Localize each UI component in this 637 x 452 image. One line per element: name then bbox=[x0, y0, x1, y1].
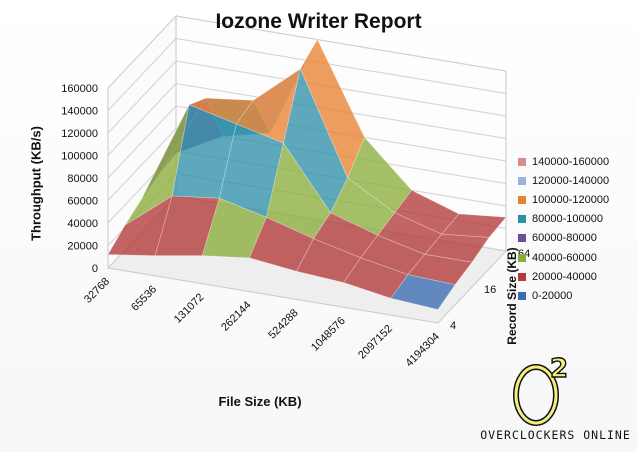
y-gridline bbox=[107, 127, 507, 201]
x-tick-label: 2097152 bbox=[356, 323, 395, 362]
chart-legend: 140000-160000 120000-140000 100000-120000 8… bbox=[518, 152, 609, 306]
y-axis-label: Throughput (KB/s) bbox=[28, 126, 44, 241]
legend-label: 140000-160000 bbox=[532, 155, 610, 168]
legend-item: 60000-80000 bbox=[518, 229, 609, 248]
y-tick-label: 20000 bbox=[67, 241, 98, 253]
legend-swatch bbox=[518, 291, 526, 300]
legend-swatch bbox=[518, 272, 526, 281]
legend-item: 20000-40000 bbox=[518, 267, 609, 286]
y-tick-label: 120000 bbox=[61, 128, 98, 140]
legend-item: 80000-100000 bbox=[518, 210, 609, 229]
y-gridline bbox=[107, 105, 507, 179]
y-gridline bbox=[107, 60, 507, 134]
depth-axis-label: Record Size (KB) bbox=[505, 247, 519, 345]
legend-item: 0-20000 bbox=[518, 286, 609, 305]
svg-text:2: 2 bbox=[550, 355, 568, 384]
y-tick-label: 40000 bbox=[67, 218, 98, 230]
legend-label: 120000-140000 bbox=[532, 174, 610, 187]
o2-logo-icon: 2 bbox=[513, 353, 569, 426]
legend-swatch bbox=[518, 253, 526, 262]
logo-text: OVERCLOCKERS ONLINE bbox=[480, 428, 631, 442]
y-tick-label: 160000 bbox=[61, 83, 98, 95]
x-tick-label: 524288 bbox=[266, 307, 300, 341]
y-gridline bbox=[107, 15, 507, 89]
legend-item: 40000-60000 bbox=[518, 248, 609, 267]
y-tick-label: 100000 bbox=[61, 151, 98, 163]
legend-label: 100000-120000 bbox=[532, 193, 610, 206]
y-gridline bbox=[107, 37, 507, 111]
y-tick-label: 60000 bbox=[67, 196, 98, 208]
x-tick-label: 1048576 bbox=[309, 315, 348, 354]
overclockers-logo: 2 OVERCLOCKERS ONLINE bbox=[478, 353, 633, 449]
legend-label: 0-20000 bbox=[532, 289, 573, 302]
legend-swatch bbox=[518, 215, 526, 224]
legend-label: 40000-60000 bbox=[532, 251, 597, 264]
x-tick-label: 262144 bbox=[219, 299, 253, 333]
legend-swatch bbox=[518, 157, 526, 166]
legend-label: 60000-80000 bbox=[532, 232, 597, 245]
x-tick-label: 65536 bbox=[129, 283, 159, 313]
x-tick-label: 4194304 bbox=[403, 331, 442, 370]
x-axis-label: File Size (KB) bbox=[218, 394, 302, 409]
y-tick-label: 0 bbox=[92, 263, 98, 275]
record-tick-label: 16 bbox=[484, 284, 496, 296]
surface-patch bbox=[390, 274, 456, 310]
legend-swatch bbox=[518, 234, 526, 243]
legend-label: 20000-40000 bbox=[532, 270, 597, 283]
legend-swatch bbox=[518, 176, 526, 185]
legend-label: 80000-100000 bbox=[532, 213, 603, 226]
y-tick-label: 140000 bbox=[61, 106, 98, 118]
legend-item: 120000-140000 bbox=[518, 171, 609, 190]
x-tick-label: 131072 bbox=[172, 291, 206, 325]
legend-swatch bbox=[518, 195, 526, 204]
chart-title: Iozone Writer Report bbox=[215, 10, 422, 33]
x-tick-label: 32768 bbox=[82, 276, 112, 306]
legend-item: 140000-160000 bbox=[518, 152, 609, 171]
legend-item: 100000-120000 bbox=[518, 190, 609, 209]
y-gridline bbox=[107, 82, 507, 156]
y-tick-label: 80000 bbox=[67, 173, 98, 185]
record-tick-label: 4 bbox=[450, 320, 456, 332]
